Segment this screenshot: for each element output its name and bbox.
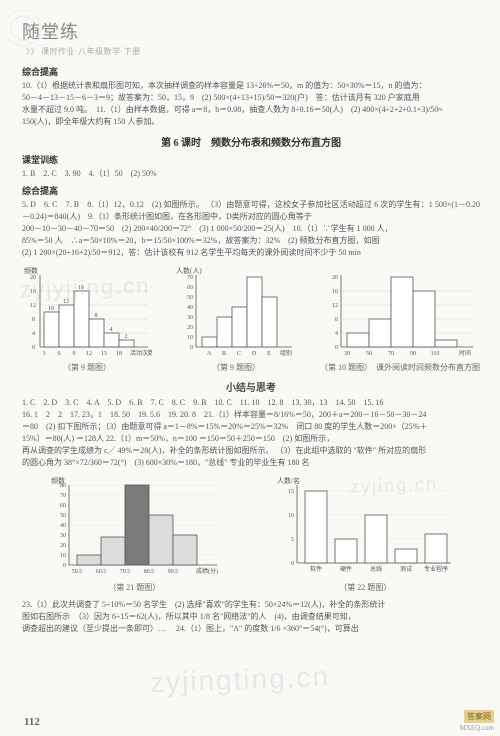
- site-logo: 答案网 MXEQ.com: [460, 710, 494, 732]
- svg-text:16: 16: [332, 289, 338, 295]
- up-label: 综合提高: [22, 184, 480, 197]
- svg-text:70: 70: [187, 275, 193, 281]
- svg-text:90: 90: [410, 351, 416, 357]
- svg-text:70.5: 70.5: [120, 569, 131, 575]
- svg-text:B: B: [222, 351, 226, 357]
- svg-text:12: 12: [63, 299, 69, 305]
- charts-row-2: 频数 01020 304050 607080: [22, 475, 480, 593]
- svg-text:人数/名: 人数/名: [277, 476, 300, 485]
- chart-22: 人数/名 0 5 10 15 软件 硬件 总线 测试 专业程序: [275, 475, 455, 593]
- chart-10: 048 121620 305070 90110时间 （第 10 题图） 课外阅: [320, 265, 480, 373]
- svg-text:人数(人): 人数(人): [176, 266, 202, 275]
- svg-text:60: 60: [187, 285, 193, 291]
- svg-text:D: D: [252, 351, 257, 357]
- svg-text:3: 3: [43, 351, 46, 357]
- text-block-1: 10.（1）根据统计表和扇形图可知，本次抽样调查的样本容量是 13÷26%＝50…: [22, 80, 480, 128]
- svg-text:20: 20: [60, 543, 66, 549]
- train-text: 1. B 2. C 3. 90 4.（1）50 (2) 50%: [22, 168, 480, 180]
- chart-21: 频数 01020 304050 607080: [47, 475, 222, 593]
- chart-9a: 频数 0 4 8 12 16 20 10 12 16 8 4 2: [22, 265, 152, 373]
- svg-text:10: 10: [187, 335, 193, 341]
- svg-text:软件: 软件: [310, 565, 322, 573]
- svg-text:8: 8: [335, 317, 338, 323]
- svg-text:40: 40: [60, 523, 66, 529]
- svg-text:80.5: 80.5: [144, 569, 155, 575]
- svg-text:50: 50: [60, 513, 66, 519]
- svg-text:9: 9: [73, 351, 76, 357]
- up-text: 5. D 6. C 7. B 8.（1）12，0.12 (2) 如图所示。 （3…: [22, 199, 480, 259]
- svg-text:50.5: 50.5: [72, 569, 83, 575]
- svg-text:5: 5: [291, 537, 294, 543]
- title-main: 随堂练: [22, 18, 480, 44]
- svg-text:8: 8: [32, 317, 35, 323]
- charts-row-1: 频数 0 4 8 12 16 20 10 12 16 8 4 2: [22, 265, 480, 373]
- svg-text:60.5: 60.5: [96, 569, 107, 575]
- svg-text:0: 0: [335, 345, 338, 351]
- svg-text:4: 4: [32, 331, 35, 337]
- svg-text:110: 110: [430, 351, 439, 357]
- svg-text:30: 30: [344, 351, 350, 357]
- svg-text:12: 12: [30, 303, 36, 309]
- text-block-3: 1. C 2. D 3. C 4. A 5. D 6. B 7. C 8. C …: [22, 397, 480, 469]
- lesson-6-title: 第 6 课时 频数分布表和频数分布直方图: [22, 134, 480, 149]
- svg-text:总线: 总线: [370, 565, 382, 573]
- svg-text:C: C: [237, 351, 241, 357]
- train-label: 课堂训练: [22, 153, 480, 166]
- svg-text:0: 0: [190, 345, 193, 351]
- svg-text:0: 0: [291, 561, 294, 567]
- svg-text:10: 10: [48, 306, 54, 312]
- svg-text:时间: 时间: [458, 349, 470, 357]
- sub-section-title: 小结与思考: [22, 379, 480, 394]
- svg-text:15: 15: [101, 351, 107, 357]
- svg-text:70: 70: [388, 351, 394, 357]
- svg-text:0: 0: [63, 563, 66, 569]
- svg-text:20: 20: [332, 275, 338, 281]
- svg-text:90.5: 90.5: [168, 569, 179, 575]
- page-number: 112: [24, 716, 40, 728]
- svg-text:6: 6: [58, 351, 61, 357]
- svg-text:10: 10: [60, 553, 66, 559]
- svg-text:组别: 组别: [280, 349, 292, 357]
- svg-text:80: 80: [60, 483, 66, 489]
- svg-text:60: 60: [60, 503, 66, 509]
- svg-text:30: 30: [60, 533, 66, 539]
- svg-text:10: 10: [288, 513, 294, 519]
- corner-decoration: [8, 8, 63, 53]
- svg-text:40: 40: [187, 305, 193, 311]
- svg-text:A: A: [207, 351, 212, 357]
- text-block-4: 23.（1）此次共调查了 5÷10%＝50 名学生 (2) 选择"喜欢"的学生有…: [22, 599, 480, 635]
- chart-9b: 人数(人) 0 10 20 30 40 50 60 70 A B C D E 组别: [176, 265, 296, 373]
- svg-text:E: E: [267, 351, 271, 357]
- svg-text:30: 30: [187, 315, 193, 321]
- svg-text:12: 12: [332, 303, 338, 309]
- svg-text:2: 2: [125, 334, 128, 340]
- svg-text:8: 8: [95, 313, 98, 319]
- svg-text:活动次数: 活动次数: [130, 349, 152, 357]
- svg-text:20: 20: [187, 325, 193, 331]
- svg-text:0: 0: [32, 345, 35, 351]
- svg-text:4: 4: [335, 331, 338, 337]
- svg-text:50: 50: [187, 295, 193, 301]
- title-sub: 课时作业·八年级数学·下册: [26, 46, 480, 57]
- svg-text:测试: 测试: [400, 565, 412, 573]
- svg-text:专业程序: 专业程序: [424, 565, 448, 573]
- page-header: 随堂练 课时作业·八年级数学·下册: [22, 18, 480, 57]
- svg-text:16: 16: [78, 285, 84, 291]
- svg-text:18: 18: [116, 351, 122, 357]
- svg-text:4: 4: [110, 327, 113, 333]
- section-label-1: 综合提高: [22, 65, 480, 78]
- svg-text:50: 50: [366, 351, 372, 357]
- svg-text:16: 16: [30, 289, 36, 295]
- svg-text:频数: 频数: [24, 266, 38, 275]
- svg-text:成绩(分): 成绩(分): [196, 567, 218, 575]
- svg-text:70: 70: [60, 493, 66, 499]
- svg-text:12: 12: [86, 351, 92, 357]
- svg-text:硬件: 硬件: [340, 565, 352, 573]
- svg-text:20: 20: [30, 275, 36, 281]
- watermark-3: zyjingting.cn: [149, 661, 330, 699]
- svg-text:15: 15: [288, 489, 294, 495]
